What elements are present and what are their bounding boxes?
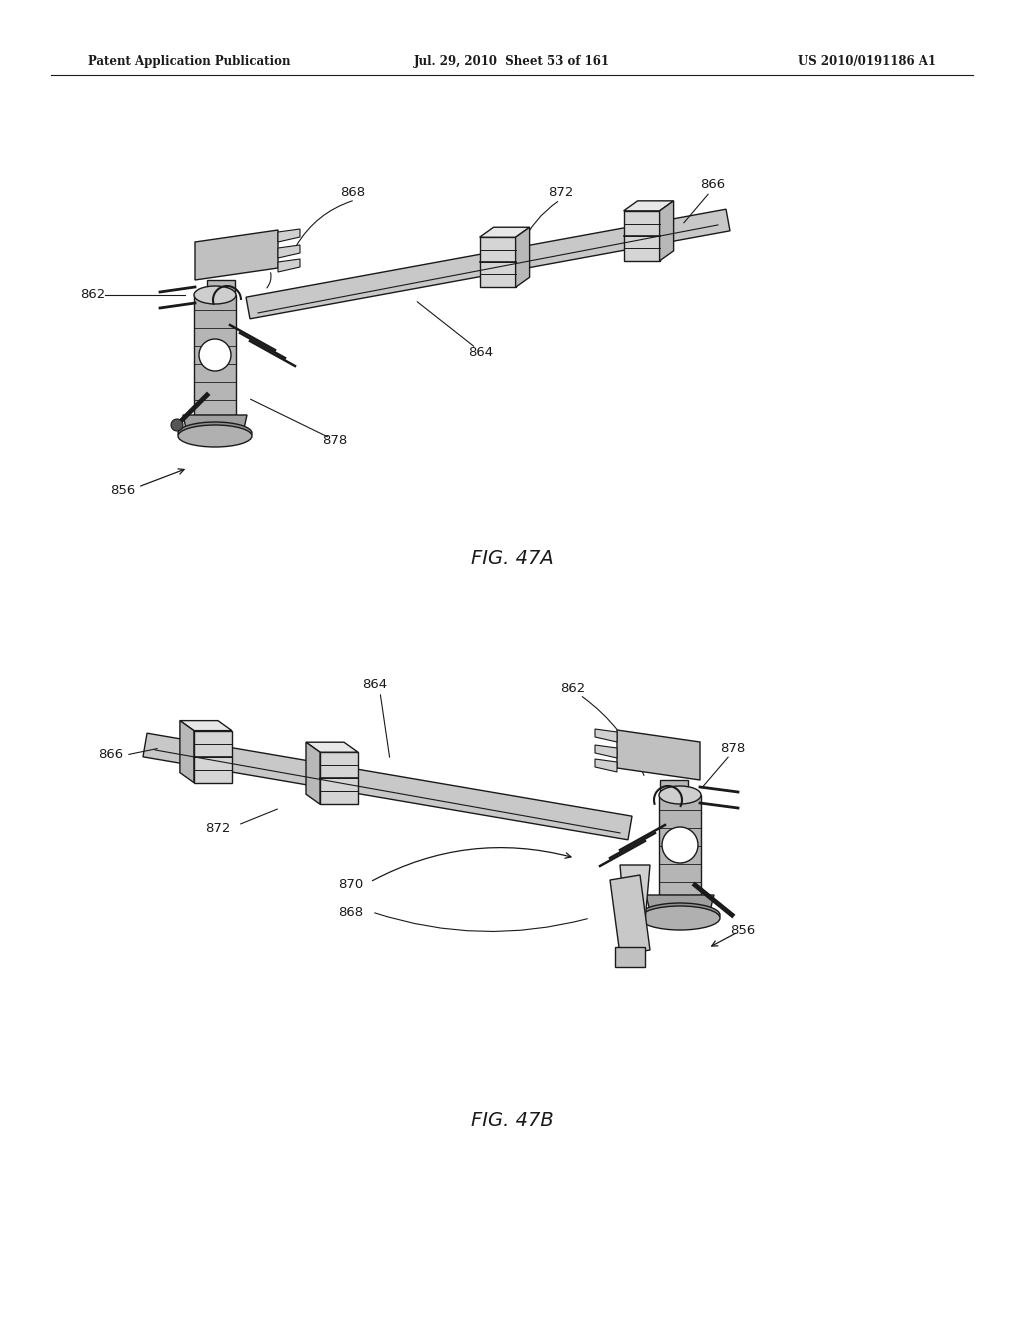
Polygon shape <box>660 780 688 795</box>
Text: 864: 864 <box>468 346 494 359</box>
Polygon shape <box>624 211 659 261</box>
Polygon shape <box>246 209 730 319</box>
Polygon shape <box>180 721 231 731</box>
Ellipse shape <box>178 425 252 447</box>
Text: Patent Application Publication: Patent Application Publication <box>88 55 291 69</box>
Polygon shape <box>278 246 300 257</box>
Text: 870: 870 <box>248 259 273 272</box>
Text: 862: 862 <box>560 681 586 694</box>
Polygon shape <box>516 227 529 288</box>
Text: 866: 866 <box>98 748 123 762</box>
Ellipse shape <box>659 785 701 804</box>
Text: FIG. 47A: FIG. 47A <box>471 549 553 568</box>
Polygon shape <box>319 752 358 804</box>
Text: Jul. 29, 2010  Sheet 53 of 161: Jul. 29, 2010 Sheet 53 of 161 <box>414 55 610 69</box>
Circle shape <box>199 339 231 371</box>
Polygon shape <box>183 414 247 433</box>
Text: 856: 856 <box>730 924 756 936</box>
Text: 872: 872 <box>205 821 230 834</box>
Text: FIG. 47B: FIG. 47B <box>471 1110 553 1130</box>
Text: 862: 862 <box>80 289 105 301</box>
Polygon shape <box>659 201 674 261</box>
Text: 870: 870 <box>338 879 364 891</box>
Text: 868: 868 <box>340 186 366 199</box>
Polygon shape <box>479 238 516 288</box>
Text: 868: 868 <box>338 906 364 919</box>
Text: 872: 872 <box>548 186 573 199</box>
Polygon shape <box>207 280 234 294</box>
Text: 866: 866 <box>700 178 725 191</box>
Text: 878: 878 <box>720 742 745 755</box>
Polygon shape <box>194 731 231 783</box>
Polygon shape <box>306 742 319 804</box>
Polygon shape <box>595 759 617 772</box>
Ellipse shape <box>194 286 236 304</box>
Ellipse shape <box>178 422 252 444</box>
Circle shape <box>662 828 698 863</box>
Polygon shape <box>624 201 674 211</box>
Text: 864: 864 <box>362 678 387 692</box>
Polygon shape <box>659 795 701 895</box>
Polygon shape <box>143 733 632 840</box>
Polygon shape <box>278 228 300 242</box>
Polygon shape <box>595 744 617 758</box>
Text: 878: 878 <box>322 433 347 446</box>
Polygon shape <box>646 895 714 915</box>
Polygon shape <box>620 865 650 945</box>
Polygon shape <box>610 875 650 954</box>
Polygon shape <box>278 259 300 272</box>
Circle shape <box>171 418 183 432</box>
Polygon shape <box>306 742 358 752</box>
Polygon shape <box>479 227 529 238</box>
Polygon shape <box>180 721 194 783</box>
Text: US 2010/0191186 A1: US 2010/0191186 A1 <box>798 55 936 69</box>
Text: 856: 856 <box>110 483 135 496</box>
Polygon shape <box>195 230 278 280</box>
Polygon shape <box>595 729 617 742</box>
Polygon shape <box>194 294 236 414</box>
Ellipse shape <box>640 903 720 927</box>
Polygon shape <box>617 730 700 780</box>
Polygon shape <box>615 946 645 968</box>
Ellipse shape <box>640 906 720 931</box>
